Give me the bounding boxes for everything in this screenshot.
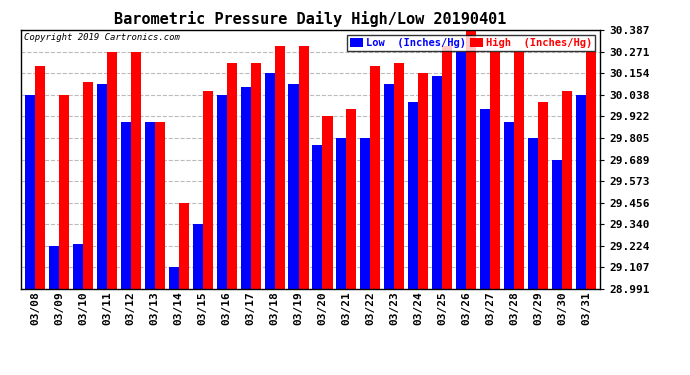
Bar <box>418 74 428 289</box>
Bar <box>288 84 299 289</box>
Bar <box>480 110 490 289</box>
Bar <box>203 91 213 289</box>
Bar <box>155 122 165 289</box>
Bar <box>275 46 285 289</box>
Bar <box>322 116 333 289</box>
Bar <box>264 74 275 289</box>
Bar <box>25 95 35 289</box>
Bar <box>83 82 93 289</box>
Title: Barometric Pressure Daily High/Low 20190401: Barometric Pressure Daily High/Low 20190… <box>115 12 506 27</box>
Bar <box>145 122 155 289</box>
Bar <box>384 84 394 289</box>
Bar <box>504 122 514 289</box>
Bar <box>514 52 524 289</box>
Bar <box>121 122 131 289</box>
Bar <box>562 91 572 289</box>
Bar <box>49 246 59 289</box>
Text: Copyright 2019 Cartronics.com: Copyright 2019 Cartronics.com <box>23 33 179 42</box>
Bar <box>371 66 380 289</box>
Bar <box>217 95 227 289</box>
Bar <box>490 52 500 289</box>
Bar <box>442 46 452 289</box>
Bar <box>552 159 562 289</box>
Bar <box>432 76 442 289</box>
Bar <box>408 102 418 289</box>
Bar <box>169 267 179 289</box>
Bar <box>299 46 308 289</box>
Bar <box>456 52 466 289</box>
Bar <box>346 110 357 289</box>
Bar <box>250 63 261 289</box>
Bar <box>131 52 141 289</box>
Bar <box>227 63 237 289</box>
Bar <box>336 138 346 289</box>
Bar <box>193 224 203 289</box>
Bar <box>538 102 548 289</box>
Bar <box>586 52 596 289</box>
Bar <box>35 66 45 289</box>
Bar <box>528 138 538 289</box>
Bar <box>241 87 250 289</box>
Bar <box>360 138 371 289</box>
Legend: Low  (Inches/Hg), High  (Inches/Hg): Low (Inches/Hg), High (Inches/Hg) <box>347 35 595 51</box>
Bar <box>394 63 404 289</box>
Bar <box>107 52 117 289</box>
Bar <box>97 84 107 289</box>
Bar <box>313 145 322 289</box>
Bar <box>59 95 69 289</box>
Bar <box>73 244 83 289</box>
Bar <box>466 30 476 289</box>
Bar <box>179 202 189 289</box>
Bar <box>576 95 586 289</box>
